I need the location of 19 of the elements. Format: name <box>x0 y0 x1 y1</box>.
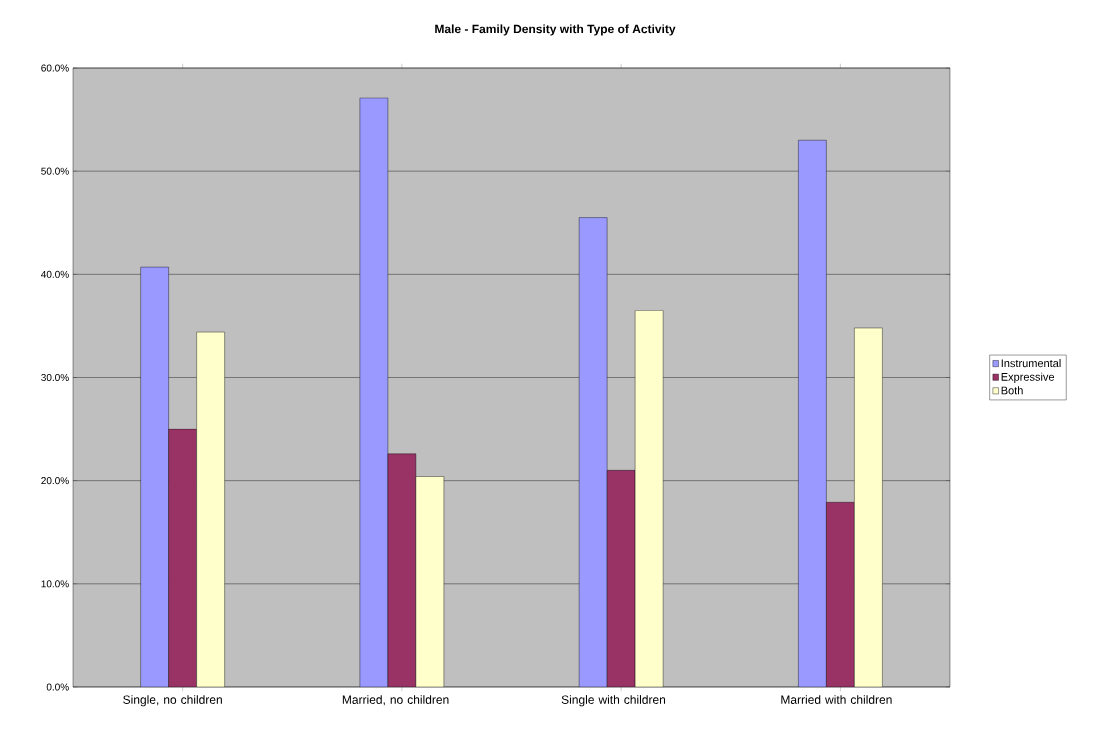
bar <box>140 266 169 687</box>
y-tick-label: 20.0% <box>41 477 69 485</box>
x-tick-label: Married with children <box>781 695 892 704</box>
bar <box>359 97 389 687</box>
x-tick-label: Married, no children <box>342 695 449 706</box>
chart-title: Male - Family Density with Type of Activity <box>435 24 676 36</box>
y-tick-label: 30.0% <box>41 373 69 382</box>
y-tick-label: 0.0% <box>46 683 69 691</box>
legend-label: Expressive <box>1001 372 1055 383</box>
y-tick-label: 50.0% <box>41 167 69 175</box>
bar <box>798 140 827 687</box>
y-tick-label: 40.0% <box>41 270 69 278</box>
x-tick-label: Single, no children <box>123 695 222 707</box>
x-tick-label: Single with children <box>561 695 666 707</box>
legend-label: Instrumental <box>1001 359 1061 368</box>
legend-label: Both <box>1001 386 1023 395</box>
y-tick-label: 10.0% <box>41 580 69 588</box>
y-tick-label: 60.0% <box>41 64 69 72</box>
bar <box>578 217 608 687</box>
